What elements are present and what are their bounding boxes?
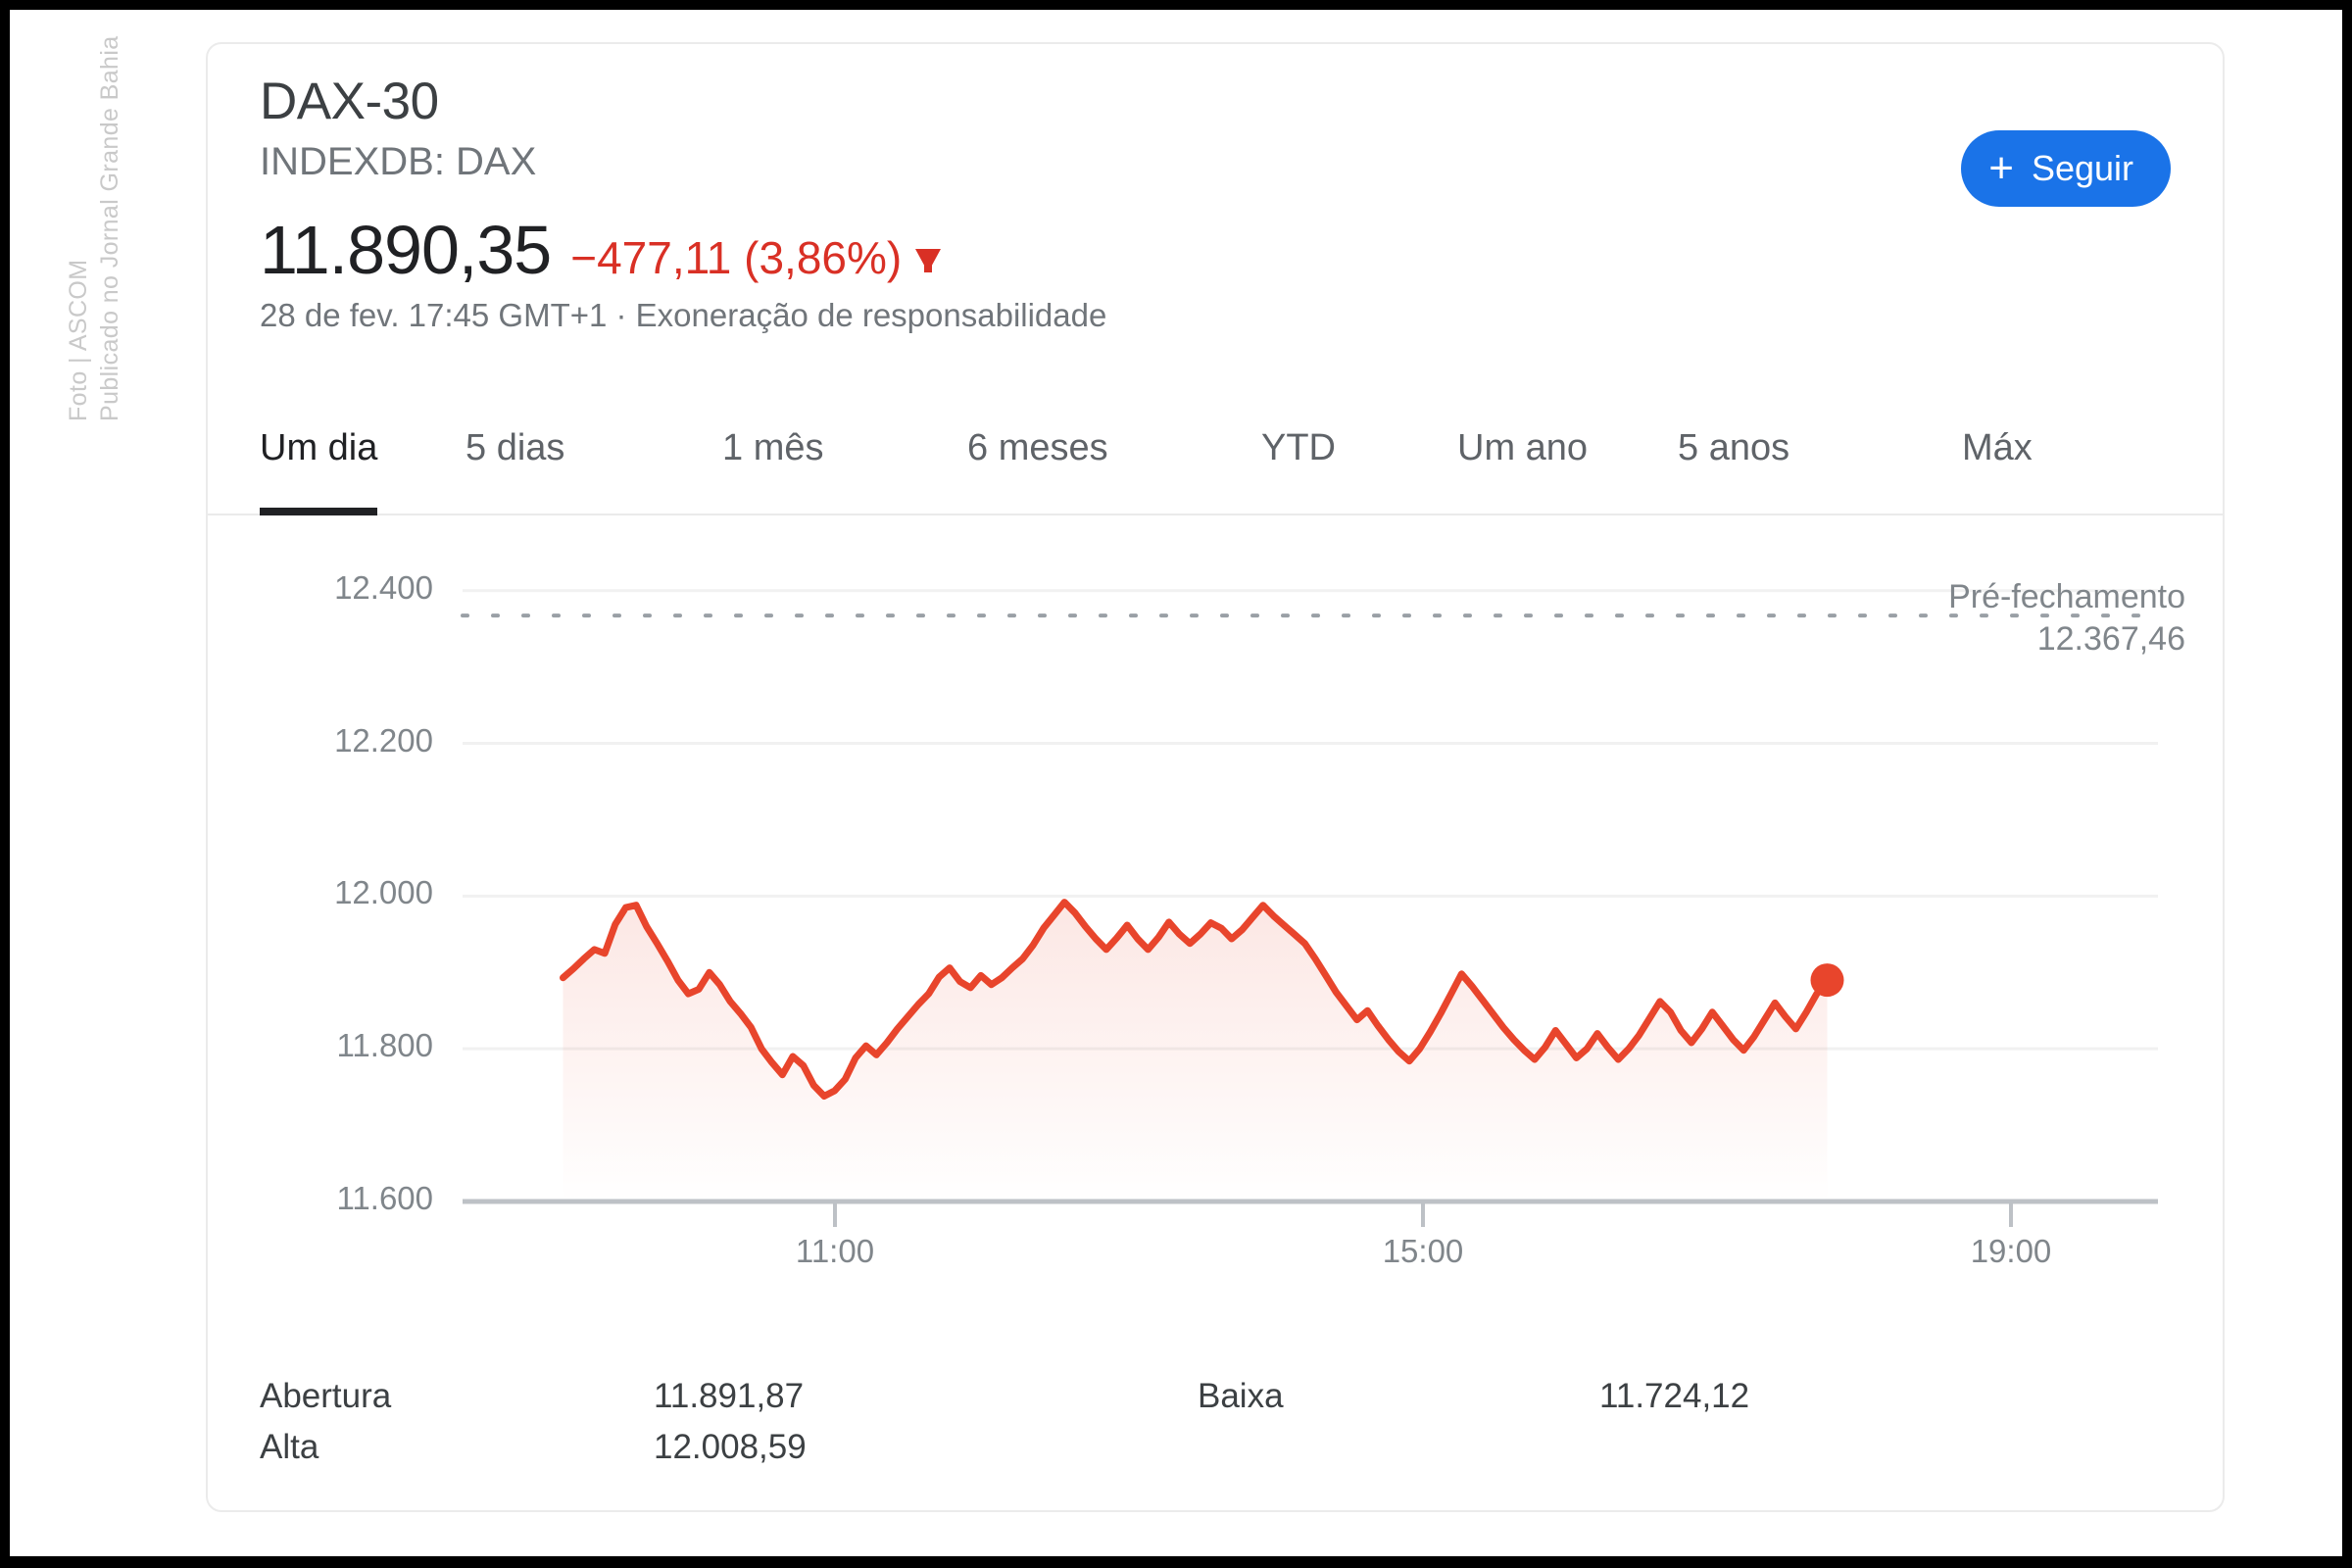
- y-axis-label: 11.800: [336, 1027, 433, 1064]
- tab-ytd[interactable]: YTD: [1261, 419, 1336, 514]
- watermark: Foto | ASCOM Publicado no Jornal Grande …: [10, 10, 137, 441]
- tab-um-ano[interactable]: Um ano: [1457, 419, 1588, 514]
- stat-label-abertura: Abertura: [260, 1377, 392, 1415]
- quote-header: DAX-30 INDEXDB: DAX 11.890,35 −477,11 (3…: [208, 44, 2223, 456]
- range-tabs: Um dia 5 dias 1 mês 6 meses YTD Um ano 5 anos M…: [208, 419, 2223, 515]
- ticker-subtitle: INDEXDB: DAX: [260, 140, 537, 183]
- chart-area: [563, 902, 1828, 1201]
- x-axis-label: 11:00: [795, 1233, 875, 1269]
- previous-close-label: Pré-fechamento: [1948, 578, 2185, 615]
- previous-close-annotation: Pré-fechamento 12.367,46: [1948, 576, 2185, 660]
- tab-5-dias[interactable]: 5 dias: [466, 419, 564, 514]
- tab-label: YTD: [1261, 427, 1336, 468]
- stat-label-baixa: Baixa: [1198, 1377, 1284, 1415]
- chart-line: [560, 899, 1831, 1100]
- tab-label: 5 dias: [466, 427, 565, 468]
- chart-canvas: [461, 589, 2160, 1227]
- stat-value-baixa: 11.724,12: [1599, 1377, 1750, 1415]
- quote-stats: Abertura 11.891,87 Alta 12.008,59 Baixa 11.72…: [208, 1377, 2223, 1494]
- previous-close-value: 12.367,46: [2036, 619, 2185, 658]
- price-chart[interactable]: 11.600 11.800 12.000 12.200 12.400 11:00 15:0…: [208, 515, 2223, 1358]
- arrow-down-icon: [915, 249, 942, 272]
- stat-value-alta: 12.008,59: [654, 1428, 807, 1466]
- x-axis-label: 19:00: [1970, 1233, 2052, 1269]
- current-price: 11.890,35: [260, 212, 552, 288]
- tab-1-mês[interactable]: 1 mês: [722, 419, 823, 514]
- tab-label: Um dia: [260, 427, 378, 468]
- stat-value-abertura: 11.891,87: [654, 1377, 805, 1415]
- chart-x-axis: [833, 1201, 2013, 1227]
- follow-button[interactable]: + Seguir: [1961, 130, 2171, 207]
- y-axis-label: 12.000: [334, 874, 433, 911]
- tab-label: Um ano: [1457, 427, 1589, 468]
- watermark-line-credit: Foto | ASCOM: [65, 259, 92, 421]
- chart-endpoint-dot: [1810, 963, 1844, 998]
- plus-icon: +: [1988, 144, 2014, 192]
- tab-um-dia[interactable]: Um dia: [260, 419, 378, 515]
- watermark-line-publisher: Publicado no Jornal Grande Bahia: [96, 35, 123, 421]
- tab-label: 1 mês: [722, 427, 824, 468]
- y-axis-label: 12.200: [334, 721, 433, 759]
- tab-máx[interactable]: Máx: [1962, 419, 2033, 514]
- page-title: DAX-30: [260, 73, 439, 130]
- y-axis-label: 11.600: [336, 1180, 433, 1216]
- stock-quote-card: DAX-30 INDEXDB: DAX 11.890,35 −477,11 (3…: [206, 42, 2225, 1512]
- tab-label: 5 anos: [1678, 427, 1790, 468]
- page-background: Foto | ASCOM Publicado no Jornal Grande …: [10, 10, 2342, 1556]
- y-axis-label: 12.400: [334, 568, 433, 606]
- price-change: −477,11 (3,86%): [570, 231, 942, 284]
- price-change-text: −477,11 (3,86%): [570, 232, 903, 283]
- tab-5-anos[interactable]: 5 anos: [1678, 419, 1789, 514]
- tab-6-meses[interactable]: 6 meses: [967, 419, 1108, 514]
- stat-label-alta: Alta: [260, 1428, 319, 1466]
- price-row: 11.890,35 −477,11 (3,86%): [260, 211, 942, 289]
- tab-label: Máx: [1962, 427, 2033, 468]
- tab-label: 6 meses: [967, 427, 1108, 468]
- quote-meta: 28 de fev. 17:45 GMT+1 · Exoneração de r…: [260, 297, 1107, 333]
- x-axis-label: 15:00: [1382, 1233, 1464, 1269]
- follow-button-label: Seguir: [2031, 148, 2133, 188]
